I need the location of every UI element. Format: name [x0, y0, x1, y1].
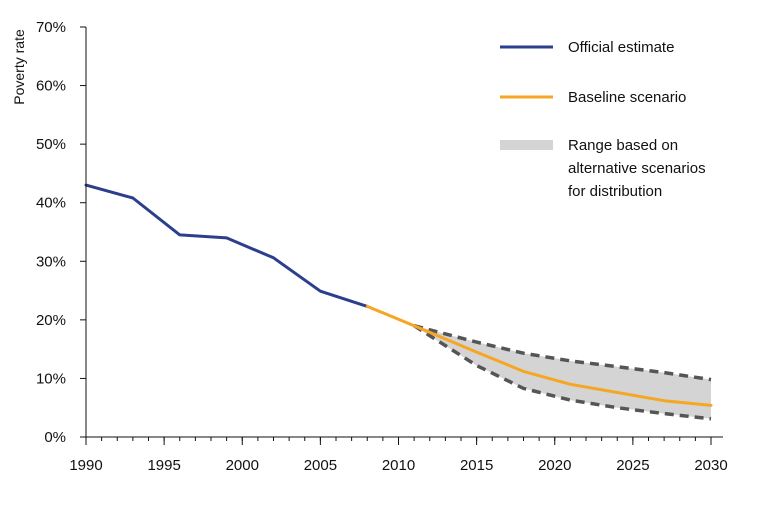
- legend-item-range-label: Range based on: [568, 137, 678, 154]
- legend-item-range-label: for distribution: [568, 183, 662, 200]
- series-lines: [84, 183, 713, 407]
- y-tick-label: 60%: [36, 78, 66, 95]
- x-tick-label: 2025: [616, 457, 649, 474]
- series-line-official-estimate: [84, 183, 369, 308]
- axes: 0% 10% 20% 30% 40% 50% 60% 70% 1990 1995 2000 2005 2…: [36, 19, 728, 474]
- x-tick-label: 2020: [538, 457, 571, 474]
- y-tick-label: 20%: [36, 312, 66, 329]
- y-tick-label: 50%: [36, 136, 66, 153]
- y-tick-label: 30%: [36, 253, 66, 270]
- range-upper-dashed-line: [413, 324, 712, 382]
- legend-item-official-estimate-label: Official estimate: [568, 39, 674, 56]
- legend: Official estimate Baseline scenario Range …: [500, 39, 706, 200]
- x-tick-label: 2005: [304, 457, 337, 474]
- x-tick-label: 1995: [147, 457, 180, 474]
- x-tick-label: 2010: [382, 457, 415, 474]
- legend-item-baseline-scenario-label: Baseline scenario: [568, 89, 686, 106]
- series-line-baseline-scenario: [365, 304, 713, 407]
- x-tick-label: 1990: [69, 457, 102, 474]
- x-tick-label: 2015: [460, 457, 493, 474]
- legend-item-range-label: alternative scenarios: [568, 160, 706, 177]
- y-tick-label: 10%: [36, 370, 66, 387]
- x-tick-label: 2000: [226, 457, 259, 474]
- range-band: [413, 324, 712, 421]
- x-tick-label: 2030: [694, 457, 727, 474]
- y-tick-label: 0%: [44, 429, 66, 446]
- y-tick-label: 70%: [36, 19, 66, 36]
- y-tick-label: 40%: [36, 195, 66, 212]
- y-axis-title: Poverty rate: [11, 29, 27, 105]
